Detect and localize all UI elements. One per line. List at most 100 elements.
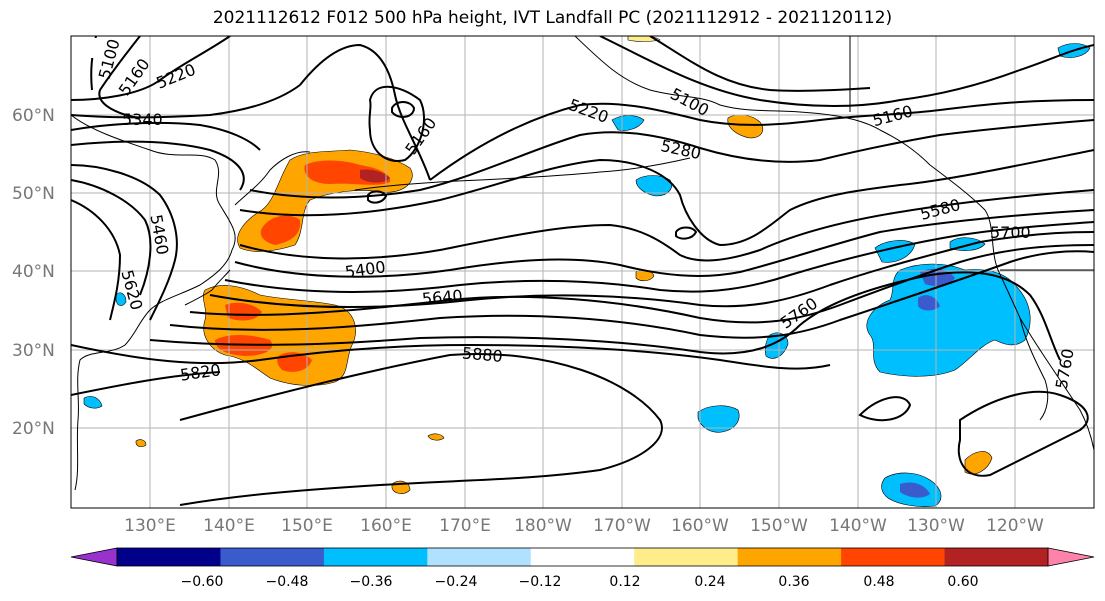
ivt-core-kamchatka-3 [360,169,390,183]
contour-5280-mid [249,119,1094,199]
contour-5220-nw [71,36,231,101]
colorbar-segment [427,548,532,566]
colorbar-tick-label: −0.24 [435,574,478,590]
coastline-japan [184,269,231,306]
map-frame [70,35,1095,509]
contour-5640 [189,244,1094,324]
colorbar-segment [220,548,325,566]
ivt-negative-hawaii [697,405,740,433]
contour-5880-east [858,396,912,422]
coastline-baja [1019,317,1049,421]
lon-label: 150°E [281,516,333,536]
ivt-positive-dot-6 [427,433,445,441]
contour-label: 5880 [461,343,503,365]
ivt-negative-gulf [635,175,672,197]
lon-label: 150°W [750,516,808,536]
ivt-positive-dot-3 [135,439,147,448]
colorbar-segment [737,548,842,566]
contour-5460-west [71,164,178,321]
contour-ring-bering [367,190,388,204]
colorbar-tick-label: 0.48 [863,574,894,590]
ivt-negative-core-california-2 [918,295,940,311]
coastlines [71,36,1094,491]
contour-5220-mid [429,99,1094,181]
contour-5400-nw [71,140,245,191]
longitude-labels: 130°E 140°E 150°E 160°E 170°E 180°W 170°… [124,516,1044,536]
lon-label: 130°E [124,516,176,536]
contour-label: 5700 [990,223,1031,242]
contour-5700-small [675,226,698,240]
contour-5520-west [71,179,152,296]
contour-5520 [224,221,1094,293]
contour-label: 5640 [421,286,463,308]
contour-5700 [169,250,1094,339]
contour-5880-baja [957,390,1089,477]
contour-5460 [234,209,1094,278]
colorbar-tick-label: 0.12 [609,574,640,590]
contour-5340-mid [239,149,1094,247]
ivt-core-kamchatka-2 [260,215,301,245]
contour-5760 [149,271,1061,361]
contour-5880-loop [179,353,663,506]
colorbar-min-extension [70,547,118,567]
colorbar-segment [530,548,635,566]
lon-label: 170°E [439,516,491,536]
colorbar-tick-label: −0.12 [519,574,562,590]
colorbar-tick-label: 0.24 [694,574,725,590]
contour-5160-nw [98,36,141,119]
colorbar-ticks: −0.60 −0.48 −0.36 −0.24 −0.12 0.12 0.24 … [181,574,979,590]
colorbar-tick-label: 0.60 [947,574,978,590]
coastline-aleutians [354,157,691,191]
colorbar-outline [116,547,1049,567]
ivt-negative-japan-sea [83,396,103,409]
coastline-kamchatka [234,151,311,206]
lat-label-50n: 50°N [12,184,55,204]
contour-ring-kamchatka [368,85,425,162]
colorbar-segment [117,548,221,566]
colorbar-tick-label: −0.60 [181,574,224,590]
coastline-alaska [574,36,931,166]
lon-label: 170°W [593,516,651,536]
graticule [71,36,1094,508]
coastline-asia [71,114,236,491]
lat-label-40n: 40°N [12,262,55,282]
contour-5400 [239,189,1094,262]
lon-label: 140°W [829,516,887,536]
contour-5820 [71,343,831,370]
latitude-labels: 60°N 50°N 40°N 30°N 20°N [12,106,55,439]
lat-label-60n: 60°N [12,106,55,126]
lon-label: 130°W [907,516,965,536]
colorbar-segment [944,548,1049,566]
contour-5820-south [71,371,221,396]
lon-label: 180°W [514,516,572,536]
contour-low-kamchatka [299,43,431,181]
colorbar-tick-label: −0.36 [350,574,393,590]
colorbar-segment [634,548,739,566]
contour-5280-nw [71,84,301,119]
colorbar: −0.60 −0.48 −0.36 −0.24 −0.12 0.12 0.24 … [70,547,1095,590]
ivt-core-japan-3 [225,302,262,321]
lat-label-30n: 30°N [12,341,55,361]
ivt-negative-japan-coast [115,292,127,306]
colorbar-segment [323,548,428,566]
contour-5100-alaska [649,36,871,92]
lon-label: 160°E [360,516,412,536]
contour-ring-small [391,101,416,118]
height-contours [71,36,1094,506]
lat-label-20n: 20°N [12,419,55,439]
colorbar-segments [117,548,1049,566]
contour-5340-nw [71,121,261,151]
contour-5580-west [71,199,122,321]
colorbar-tick-label: −0.48 [266,574,309,590]
contour-5160-alaska [599,36,1094,107]
lon-label: 120°W [986,516,1044,536]
colorbar-tick-label: 0.36 [778,574,809,590]
lon-label: 160°W [671,516,729,536]
colorbar-max-extension [1047,547,1095,567]
contour-label: 5340 [122,110,163,129]
ivt-negative-core-baja [900,482,930,498]
coastline-north-america [929,164,1094,451]
lon-label: 140°E [203,516,255,536]
map-title: 2021112612 F012 500 hPa height, IVT Land… [212,8,893,28]
